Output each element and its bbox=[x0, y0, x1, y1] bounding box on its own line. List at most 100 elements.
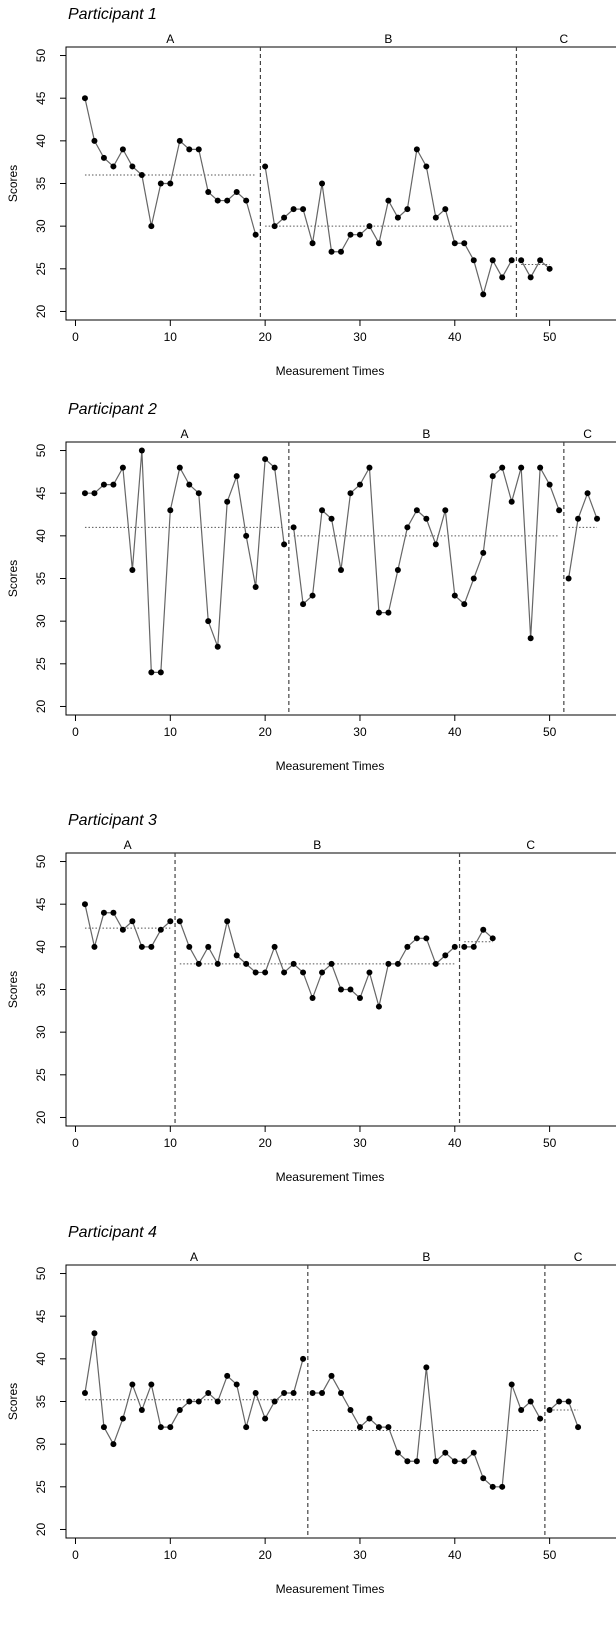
phase-label: A bbox=[181, 427, 189, 441]
data-point bbox=[157, 180, 164, 187]
data-point bbox=[394, 1449, 401, 1456]
y-tick-label: 45 bbox=[34, 1309, 48, 1323]
data-point bbox=[205, 618, 212, 625]
data-point bbox=[404, 943, 411, 950]
data-point bbox=[167, 1424, 174, 1431]
data-point bbox=[432, 1458, 439, 1465]
data-point bbox=[129, 918, 136, 925]
y-tick-label: 25 bbox=[34, 262, 48, 276]
x-tick-label: 50 bbox=[543, 330, 557, 344]
data-point bbox=[404, 524, 411, 531]
x-tick-label: 0 bbox=[72, 1548, 79, 1562]
y-tick-label: 40 bbox=[34, 1352, 48, 1366]
data-point bbox=[195, 960, 202, 967]
phase-label: C bbox=[526, 838, 535, 852]
data-point bbox=[508, 498, 515, 505]
x-tick-label: 50 bbox=[543, 1136, 557, 1150]
phase-label: B bbox=[422, 427, 430, 441]
data-point bbox=[243, 1424, 250, 1431]
data-point bbox=[138, 171, 145, 178]
x-tick-label: 30 bbox=[353, 1548, 367, 1562]
data-point bbox=[262, 163, 269, 170]
phase-label: A bbox=[124, 838, 132, 852]
data-point bbox=[356, 995, 363, 1002]
data-point bbox=[119, 146, 126, 153]
data-point bbox=[366, 1415, 373, 1422]
chart-svg: 0 10 20 30 40 50 20 25 30 35 40 45 50 Measurement Tim… bbox=[6, 1250, 616, 1596]
chart-svg: 0 10 20 30 40 50 20 25 30 35 40 45 50 Measurement Tim… bbox=[6, 838, 616, 1184]
data-point bbox=[81, 901, 88, 908]
data-point bbox=[461, 601, 468, 608]
data-point bbox=[518, 464, 525, 471]
y-axis-label: Scores bbox=[6, 560, 20, 597]
data-point bbox=[499, 274, 506, 281]
data-point bbox=[575, 1424, 582, 1431]
data-line bbox=[312, 1367, 541, 1488]
data-point bbox=[442, 206, 449, 213]
y-tick-label: 35 bbox=[34, 1395, 48, 1409]
data-point bbox=[100, 154, 107, 161]
data-point bbox=[432, 541, 439, 548]
chart-title: Participant 1 bbox=[68, 6, 157, 23]
data-point bbox=[319, 507, 326, 514]
x-tick-label: 10 bbox=[164, 1548, 178, 1562]
x-tick-label: 10 bbox=[164, 1136, 178, 1150]
x-tick-label: 40 bbox=[448, 330, 462, 344]
x-tick-label: 30 bbox=[353, 1136, 367, 1150]
data-point bbox=[356, 231, 363, 238]
y-tick-label: 30 bbox=[34, 1025, 48, 1039]
data-point bbox=[186, 1398, 193, 1405]
data-point bbox=[470, 575, 477, 582]
data-point bbox=[423, 515, 430, 522]
phase-label: B bbox=[384, 32, 392, 46]
data-point bbox=[451, 1458, 458, 1465]
data-point bbox=[186, 481, 193, 488]
phase-label: C bbox=[560, 32, 569, 46]
y-tick-label: 50 bbox=[34, 444, 48, 458]
data-point bbox=[442, 507, 449, 514]
data-point bbox=[176, 464, 183, 471]
x-tick-label: 20 bbox=[258, 725, 272, 739]
data-line bbox=[549, 1400, 579, 1428]
x-tick-label: 0 bbox=[72, 330, 79, 344]
data-point bbox=[470, 943, 477, 950]
data-point bbox=[271, 464, 278, 471]
y-axis-label: Scores bbox=[6, 1383, 20, 1420]
data-point bbox=[537, 257, 544, 264]
data-point bbox=[451, 592, 458, 599]
data-point bbox=[366, 969, 373, 976]
chart-title: Participant 2 bbox=[68, 401, 157, 418]
data-point bbox=[338, 566, 344, 573]
phase-label: C bbox=[583, 427, 592, 441]
data-point bbox=[81, 1389, 88, 1396]
data-point bbox=[129, 566, 136, 573]
data-point bbox=[489, 257, 496, 264]
data-point bbox=[527, 274, 534, 281]
phase-label: B bbox=[313, 838, 321, 852]
y-axis-label: Scores bbox=[6, 165, 20, 202]
data-point bbox=[205, 189, 212, 196]
y-tick-label: 20 bbox=[34, 304, 48, 318]
data-line bbox=[520, 259, 551, 279]
x-tick-label: 50 bbox=[543, 725, 557, 739]
data-point bbox=[546, 1407, 553, 1414]
data-point bbox=[290, 206, 297, 213]
data-point bbox=[214, 1398, 221, 1405]
data-point bbox=[81, 95, 88, 102]
data-point bbox=[319, 1389, 326, 1396]
data-point bbox=[300, 1355, 307, 1362]
data-point bbox=[594, 515, 601, 522]
data-point bbox=[281, 541, 288, 548]
data-point bbox=[385, 960, 392, 967]
x-tick-label: 40 bbox=[448, 1548, 462, 1562]
data-point bbox=[167, 918, 174, 925]
plot-frame bbox=[65, 46, 616, 321]
data-point bbox=[224, 918, 231, 925]
data-point bbox=[347, 1407, 354, 1414]
chart-svg: 0 10 20 30 40 50 20 25 30 35 40 45 50 Measurement Tim… bbox=[6, 427, 616, 773]
data-line bbox=[567, 491, 598, 579]
data-point bbox=[205, 1389, 212, 1396]
data-point bbox=[233, 473, 240, 480]
data-point bbox=[489, 1483, 496, 1490]
data-point bbox=[224, 197, 231, 204]
